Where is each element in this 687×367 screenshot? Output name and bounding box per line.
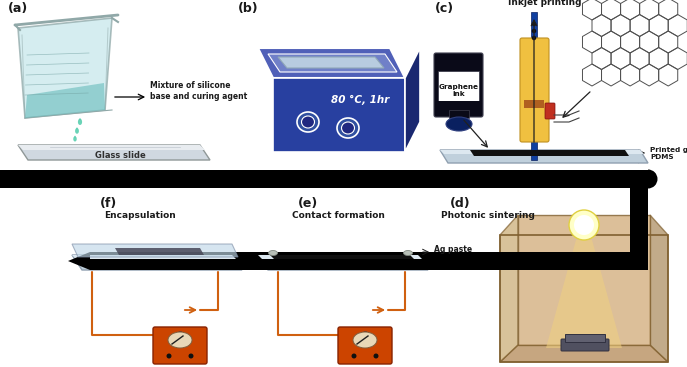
Polygon shape [258,255,422,259]
Ellipse shape [337,118,359,138]
Polygon shape [546,240,622,348]
Bar [630,170,648,270]
Text: Graphene
ink: Graphene ink [439,84,479,97]
Polygon shape [440,150,648,163]
Text: Glass slide: Glass slide [95,150,146,160]
Ellipse shape [78,119,82,125]
Text: Encapsulation: Encapsulation [104,211,176,220]
Text: Photonic sintering: Photonic sintering [441,211,535,220]
Polygon shape [18,18,112,118]
Polygon shape [76,127,78,129]
Polygon shape [18,145,205,150]
Ellipse shape [532,22,537,26]
Polygon shape [74,135,76,138]
Polygon shape [72,255,236,259]
Text: (d): (d) [450,197,471,210]
Polygon shape [405,48,420,152]
Bar [0,170,648,188]
Ellipse shape [532,36,537,40]
Polygon shape [68,252,90,270]
Ellipse shape [302,116,315,128]
FancyBboxPatch shape [545,103,555,119]
Ellipse shape [374,353,379,359]
Polygon shape [278,57,384,68]
Text: (a): (a) [8,2,28,15]
Ellipse shape [74,137,77,142]
Ellipse shape [188,353,194,359]
Bar [436,101,481,115]
Polygon shape [115,248,204,255]
Polygon shape [650,215,668,362]
FancyBboxPatch shape [434,53,483,117]
FancyBboxPatch shape [338,327,392,364]
Polygon shape [268,54,397,72]
Text: PDMS: PDMS [650,154,674,160]
Ellipse shape [168,332,192,348]
FancyBboxPatch shape [561,339,609,351]
Text: (c): (c) [435,2,454,15]
Text: (f): (f) [100,197,117,210]
Text: (b): (b) [238,2,258,15]
Ellipse shape [297,112,319,132]
Polygon shape [440,150,644,154]
Ellipse shape [569,210,599,240]
Bar [500,235,668,362]
Ellipse shape [446,117,472,131]
Text: Printed graphene: Printed graphene [650,147,687,153]
Ellipse shape [532,29,537,33]
Bar [518,215,650,345]
Polygon shape [500,345,668,362]
Bar [449,110,469,118]
Polygon shape [500,215,518,362]
Polygon shape [18,145,210,160]
FancyBboxPatch shape [520,38,549,142]
Polygon shape [72,244,238,257]
Ellipse shape [269,251,278,255]
Polygon shape [273,78,405,152]
Polygon shape [270,255,414,259]
Polygon shape [72,255,242,270]
FancyBboxPatch shape [438,71,479,103]
Text: 80 °C, 1hr: 80 °C, 1hr [331,95,390,105]
Polygon shape [258,48,405,78]
Polygon shape [258,255,428,270]
Ellipse shape [75,128,79,134]
Ellipse shape [341,122,354,134]
Ellipse shape [574,215,594,235]
Wedge shape [648,170,657,189]
Ellipse shape [166,353,172,359]
Ellipse shape [403,251,412,255]
Text: Ag paste: Ag paste [434,244,472,254]
Ellipse shape [352,353,357,359]
Ellipse shape [353,332,377,348]
Polygon shape [25,83,105,118]
Text: (e): (e) [298,197,318,210]
Text: Inkjet printing: Inkjet printing [508,0,582,7]
Polygon shape [78,118,82,120]
Text: ~: ~ [178,330,182,334]
Bar [524,100,544,108]
FancyBboxPatch shape [153,327,207,364]
Bar [90,252,630,270]
Text: ~: ~ [363,330,368,334]
Bar [565,334,605,342]
Text: Mixture of silicone
base and curing agent: Mixture of silicone base and curing agen… [150,81,247,101]
Polygon shape [470,150,629,156]
Text: Contact formation: Contact formation [291,211,385,220]
Bar [531,12,537,160]
